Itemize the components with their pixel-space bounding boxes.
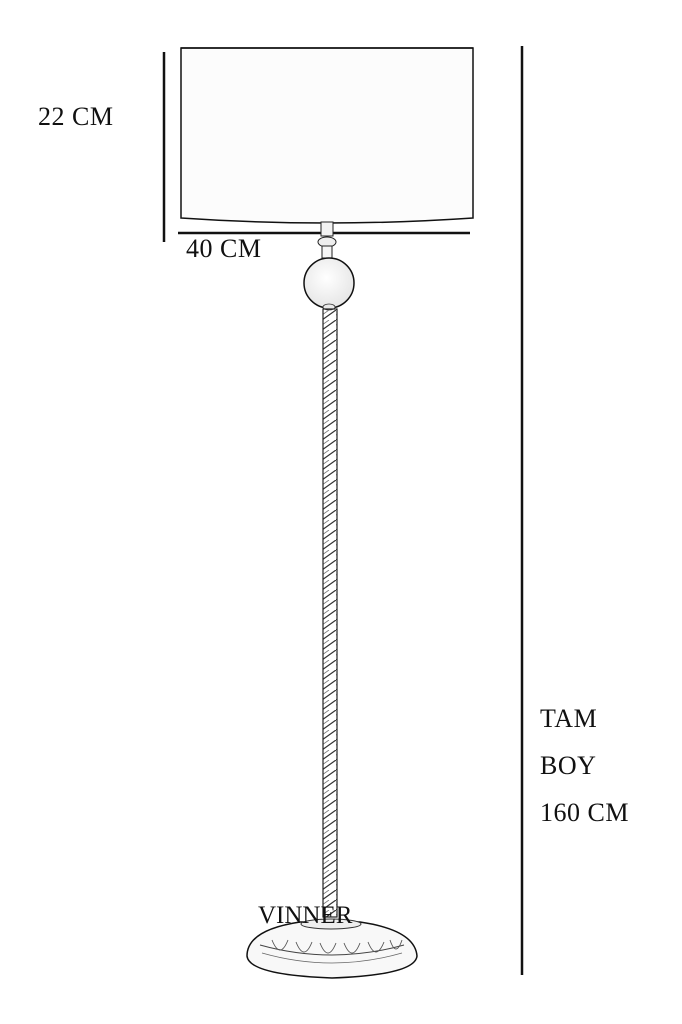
shade-height-label: 22 CM	[38, 102, 114, 131]
lamp-shade	[180, 47, 474, 224]
total-height-label-line3: 160 CM	[540, 798, 629, 827]
twisted-stem	[322, 308, 338, 918]
lamp-neck-fitting	[317, 221, 337, 259]
glass-ball	[303, 257, 355, 309]
shade-width-label: 40 CM	[186, 234, 262, 263]
total-height-label-line2: BOY	[540, 751, 597, 780]
brand-name: VINNER	[258, 902, 353, 929]
lamp-base	[246, 918, 418, 979]
total-height-label-line1: TAM	[540, 704, 598, 733]
